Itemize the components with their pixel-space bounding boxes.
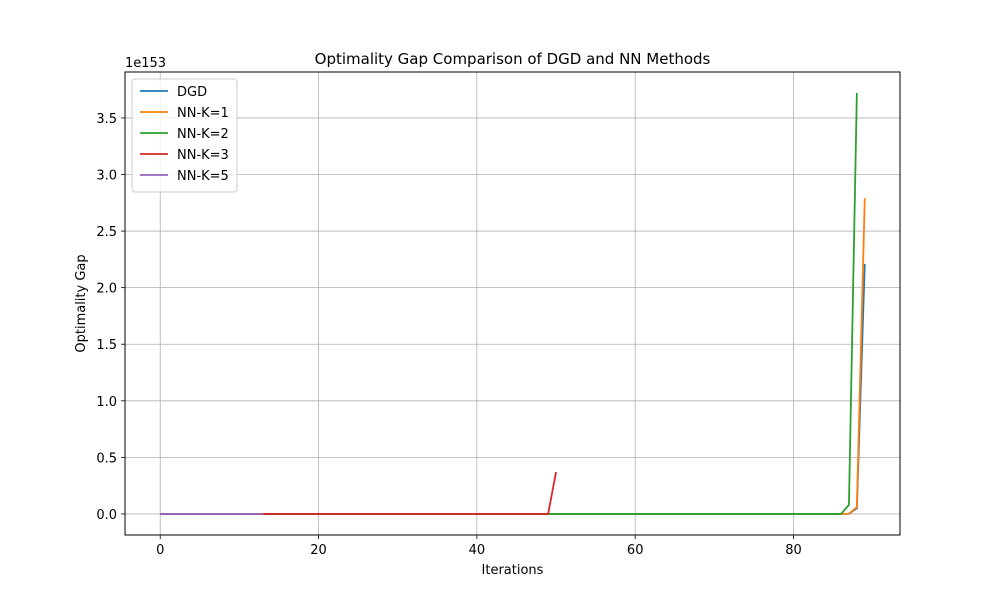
- y-axis-label: Optimality Gap: [74, 254, 89, 352]
- y-scale-label: 1e153: [125, 56, 166, 71]
- x-tick-label: 20: [310, 543, 327, 558]
- legend-label: NN-K=2: [177, 127, 229, 142]
- legend: DGD NN-K=1 NN-K=2 NN-K=3 NN-K=5: [131, 78, 238, 193]
- y-tick-label: 2.0: [96, 282, 117, 297]
- series-layer: [160, 93, 866, 515]
- x-tick-label: 40: [469, 543, 486, 558]
- y-tick-label: 0.5: [96, 451, 117, 466]
- tick-layer: 0 20 40 60 80 0.0 0.5 1.0 1.5 2.0 2.5 3.0 3.5: [96, 112, 801, 558]
- legend-box: [131, 78, 238, 193]
- x-tick-label: 60: [627, 543, 644, 558]
- series-line-nn-k-3: [160, 471, 557, 515]
- y-tick-label: 3.5: [96, 112, 117, 127]
- x-axis-label: Iterations: [482, 563, 544, 578]
- legend-label: DGD: [177, 85, 207, 100]
- y-tick-label: 3.0: [96, 169, 117, 184]
- grid-layer: [125, 72, 900, 535]
- chart-title: Optimality Gap Comparison of DGD and NN …: [315, 50, 711, 68]
- axes-frame: [124, 71, 901, 536]
- y-tick-label: 2.5: [96, 225, 117, 240]
- y-tick-label: 0.0: [96, 508, 117, 523]
- legend-label: NN-K=3: [177, 148, 229, 163]
- y-tick-label: 1.5: [96, 338, 117, 353]
- x-tick-label: 80: [785, 543, 802, 558]
- legend-label: NN-K=1: [177, 106, 229, 121]
- legend-label: NN-K=5: [177, 169, 229, 184]
- y-tick-label: 1.0: [96, 395, 117, 410]
- x-tick-label: 0: [156, 543, 164, 558]
